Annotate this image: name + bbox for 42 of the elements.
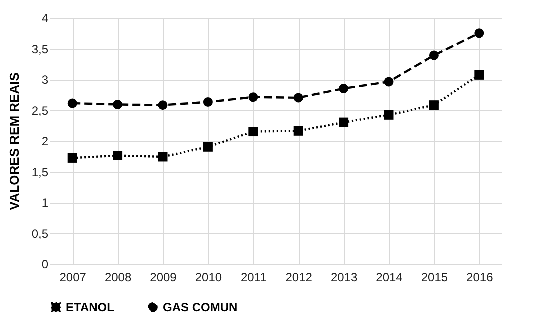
point (68, 98, 78, 108)
y-tick-label: 4 (42, 12, 49, 26)
y-tick-label: 3 (42, 73, 49, 87)
x-tick-label: 2012 (286, 270, 313, 284)
y-tick-label: 2,5 (32, 104, 49, 118)
legend-label: ETANOL (66, 300, 114, 314)
point (158, 152, 168, 162)
x-tick-label: 2010 (195, 270, 222, 284)
point (203, 142, 213, 152)
point (429, 50, 439, 60)
y-tick-label: 0 (42, 258, 49, 272)
y-tick-label: 0,5 (32, 226, 49, 241)
y-tick-label: 1,5 (32, 165, 49, 180)
x-tick-label: 2007 (60, 270, 87, 284)
x-tick-label: 2011 (240, 270, 268, 284)
legend-label: GAS COMUN (163, 300, 238, 314)
x-tick-label: 2016 (466, 270, 494, 284)
point (429, 100, 439, 110)
point (158, 100, 168, 110)
y-tick-label: 3,5 (32, 42, 49, 56)
point (474, 70, 484, 80)
x-tick-label: 2014 (376, 270, 404, 284)
point (294, 126, 304, 136)
point (294, 93, 304, 103)
point (113, 100, 123, 110)
point (113, 151, 123, 161)
point (474, 28, 484, 38)
y-axis-title: VALORES REM REAIS (6, 72, 22, 210)
point (339, 118, 349, 128)
point (248, 92, 258, 102)
point (384, 77, 394, 87)
x-tick-label: 2009 (150, 270, 178, 284)
point (339, 84, 349, 94)
x-tick-label: 2008 (104, 270, 132, 284)
point (384, 110, 394, 120)
x-tick-label: 2015 (421, 270, 448, 284)
y-tick-label: 1 (42, 196, 49, 210)
y-tick-label: 2 (42, 134, 49, 148)
point (203, 98, 213, 107)
point (68, 153, 78, 163)
x-tick-label: 2013 (330, 270, 358, 284)
point (248, 127, 258, 137)
